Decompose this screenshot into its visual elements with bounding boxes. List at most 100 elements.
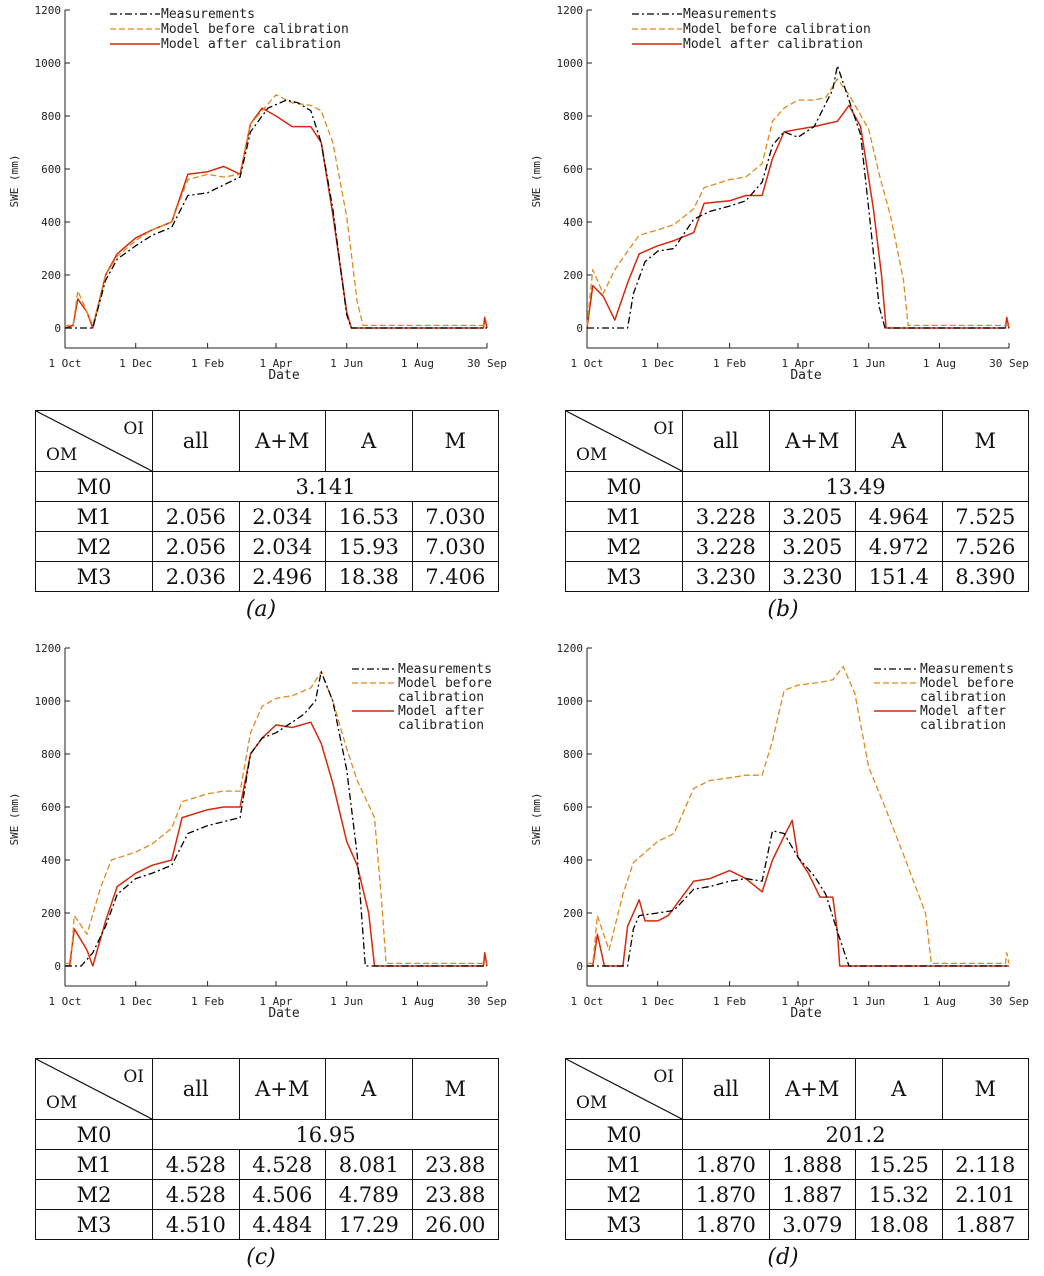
y-tick-label: 1000 xyxy=(35,57,62,70)
x-tick-label: 1 Jun xyxy=(852,357,885,370)
table-cell: 4.528 xyxy=(238,1149,326,1180)
column-header: A xyxy=(855,410,943,472)
legend-label: Model after calibration xyxy=(161,37,341,52)
table-row: M2 2.056 2.034 15.93 7.030 xyxy=(35,531,499,562)
diagonal-divider xyxy=(566,411,682,471)
table-cell: 15.93 xyxy=(325,531,413,562)
diagonal-divider xyxy=(566,1059,682,1119)
series-line-measurements xyxy=(65,99,487,329)
row-label: M3 xyxy=(35,561,153,592)
table-cell: 4.964 xyxy=(855,501,943,532)
series-line-model-after-calibration xyxy=(64,107,488,329)
y-tick-label: 600 xyxy=(41,163,61,176)
y-tick-label: 1200 xyxy=(557,4,584,17)
legend-label: Model before calibration xyxy=(398,676,492,705)
results-table-c: OI OM all A+M A M M0 16.95 M1 4.528 4.528 8.081 23.8… xyxy=(35,1058,499,1240)
table-cell: 3.228 xyxy=(682,501,770,532)
column-header: all xyxy=(152,410,240,472)
panel-b: 0 200 400 600 800 1000 1200 1 Oct 1 Dec 1 Feb 1 Ap… xyxy=(522,0,1044,638)
row-label: M0 xyxy=(565,1119,683,1150)
table-cell: 4.972 xyxy=(855,531,943,562)
x-axis-label: Date xyxy=(790,368,821,383)
x-tick-label: 1 Apr xyxy=(781,357,814,370)
table-row: M0 3.141 xyxy=(35,471,499,502)
y-tick-label: 400 xyxy=(41,216,61,229)
series-line-model-before-calibration xyxy=(65,94,487,327)
column-header: M xyxy=(941,1058,1029,1120)
table-cell: 201.2 xyxy=(682,1119,1029,1150)
row-label: M3 xyxy=(35,1209,153,1240)
y-axis-label: SWE (mm) xyxy=(530,155,543,208)
table-cell: 1.870 xyxy=(682,1209,770,1240)
y-tick-label: 600 xyxy=(41,801,61,814)
y-axis-label: SWE (mm) xyxy=(8,155,21,208)
x-tick-label: 30 Sep xyxy=(467,357,507,370)
caption-a: (a) xyxy=(245,597,277,622)
table-cell: 23.88 xyxy=(411,1179,499,1210)
legend-label: Model before calibration xyxy=(161,22,349,37)
legend-label: Measurements xyxy=(161,7,255,22)
column-header: A+M xyxy=(238,410,326,472)
row-label: M0 xyxy=(35,1119,153,1150)
table-cell: 15.32 xyxy=(855,1179,943,1210)
table-row: M3 1.870 3.079 18.08 1.887 xyxy=(565,1209,1029,1240)
column-header: A xyxy=(325,410,413,472)
x-tick-label: 1 Feb xyxy=(713,357,746,370)
om-oi-corner-cell: OI OM xyxy=(565,1058,683,1120)
column-header: all xyxy=(152,1058,240,1120)
row-label: M1 xyxy=(35,501,153,532)
legend-label: Model after calibration xyxy=(920,704,1006,733)
y-tick-label: 400 xyxy=(563,216,583,229)
table-header-row: OI OM all A+M A M xyxy=(565,410,1029,472)
panel-a: 0 200 400 600 800 1000 1200 1 Oct 1 Dec 1 Feb 1 Ap… xyxy=(0,0,522,638)
y-tick-label: 1000 xyxy=(557,57,584,70)
x-tick-label: 1 Apr xyxy=(259,357,292,370)
table-row: M1 3.228 3.205 4.964 7.525 xyxy=(565,501,1029,532)
om-oi-corner-cell: OI OM xyxy=(35,1058,153,1120)
column-header: all xyxy=(682,1058,770,1120)
table-cell: 18.08 xyxy=(855,1209,943,1240)
table-row: M3 4.510 4.484 17.29 26.00 xyxy=(35,1209,499,1240)
y-tick-label: 400 xyxy=(563,854,583,867)
om-label: OM xyxy=(46,445,78,465)
y-tick-label: 200 xyxy=(563,269,583,282)
series-line-measurements xyxy=(65,671,487,967)
om-oi-corner-cell: OI OM xyxy=(35,410,153,472)
row-label: M1 xyxy=(35,1149,153,1180)
table-cell: 8.081 xyxy=(325,1149,413,1180)
y-tick-label: 600 xyxy=(563,163,583,176)
x-tick-label: 1 Dec xyxy=(119,357,152,370)
x-tick-label: 1 Oct xyxy=(570,995,603,1008)
swe-chart-c: 0 200 400 600 800 1000 1200 1 Oct 1 Dec 1 Feb 1 Ap… xyxy=(8,642,507,1021)
column-header: M xyxy=(411,410,499,472)
x-tick-label: 30 Sep xyxy=(467,995,507,1008)
x-tick-label: 1 Feb xyxy=(191,995,224,1008)
table-cell: 7.030 xyxy=(411,531,499,562)
y-tick-label: 1200 xyxy=(557,642,584,655)
x-tick-label: 1 Jun xyxy=(330,357,363,370)
table-cell: 2.118 xyxy=(941,1149,1029,1180)
table-cell: 16.53 xyxy=(325,501,413,532)
row-label: M3 xyxy=(565,561,683,592)
diagonal-divider xyxy=(36,411,152,471)
row-label: M1 xyxy=(565,501,683,532)
legend-label: Model before calibration xyxy=(683,22,871,37)
x-tick-label: 1 Oct xyxy=(570,357,603,370)
caption-d: (d) xyxy=(767,1245,799,1270)
y-tick-label: 800 xyxy=(563,110,583,123)
swe-chart-a: 0 200 400 600 800 1000 1200 1 Oct 1 Dec 1 Feb 1 Ap… xyxy=(8,4,507,383)
y-axis-label: SWE (mm) xyxy=(8,793,21,846)
y-tick-label: 800 xyxy=(563,748,583,761)
y-tick-label: 200 xyxy=(563,907,583,920)
legend-label: Measurements xyxy=(683,7,777,22)
y-tick-label: 0 xyxy=(54,960,61,973)
row-label: M2 xyxy=(35,531,153,562)
table-cell: 23.88 xyxy=(411,1149,499,1180)
caption-b: (b) xyxy=(767,597,799,622)
table-row: M1 4.528 4.528 8.081 23.88 xyxy=(35,1149,499,1180)
x-tick-label: 1 Jun xyxy=(852,995,885,1008)
table-cell: 1.887 xyxy=(941,1209,1029,1240)
series-line-model-before-calibration xyxy=(65,671,487,965)
